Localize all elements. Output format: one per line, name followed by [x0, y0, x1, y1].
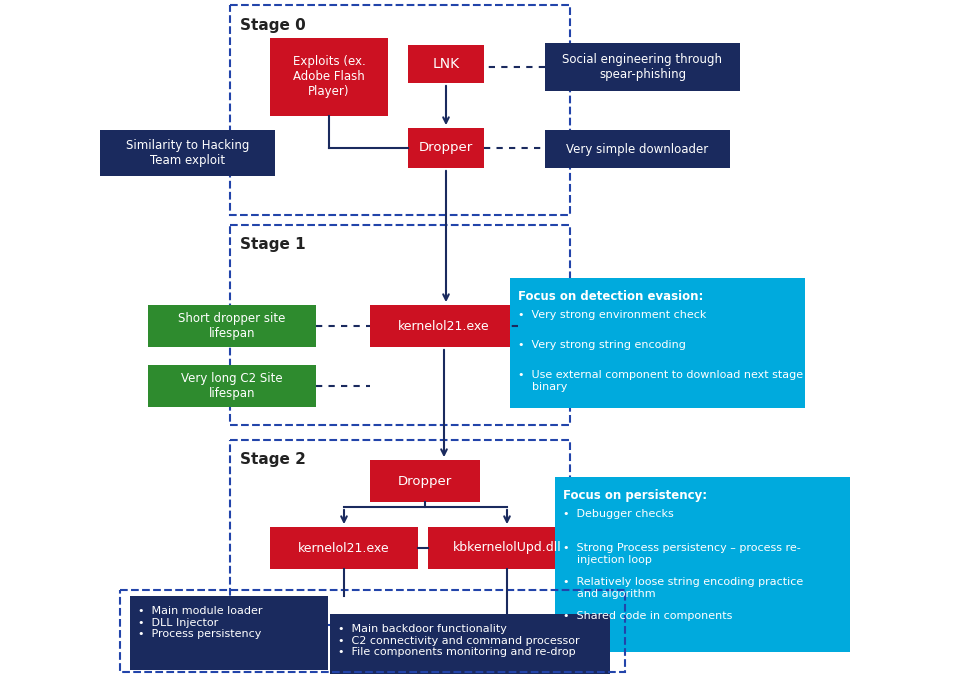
- Text: Stage 2: Stage 2: [240, 452, 306, 467]
- FancyBboxPatch shape: [270, 38, 388, 116]
- Text: Dropper: Dropper: [397, 475, 452, 488]
- Text: •  Very strong environment check: • Very strong environment check: [518, 310, 707, 320]
- Text: Very long C2 Site
lifespan: Very long C2 Site lifespan: [181, 372, 283, 400]
- FancyBboxPatch shape: [148, 305, 316, 347]
- FancyBboxPatch shape: [100, 130, 275, 176]
- Text: Focus on persistency:: Focus on persistency:: [563, 489, 708, 502]
- FancyBboxPatch shape: [510, 278, 805, 408]
- Text: kernelol21.exe: kernelol21.exe: [398, 320, 490, 333]
- Text: Very simple downloader: Very simple downloader: [566, 143, 708, 156]
- FancyBboxPatch shape: [330, 614, 610, 674]
- Text: Dropper: Dropper: [419, 141, 473, 154]
- Text: Focus on detection evasion:: Focus on detection evasion:: [518, 290, 704, 303]
- FancyBboxPatch shape: [408, 128, 484, 168]
- FancyBboxPatch shape: [428, 527, 586, 569]
- FancyBboxPatch shape: [555, 477, 850, 652]
- Text: •  Main module loader
•  DLL Injector
•  Process persistency: • Main module loader • DLL Injector • Pr…: [138, 606, 262, 639]
- FancyBboxPatch shape: [408, 45, 484, 83]
- Text: LNK: LNK: [432, 57, 460, 71]
- Text: Exploits (ex.
Adobe Flash
Player): Exploits (ex. Adobe Flash Player): [293, 56, 366, 99]
- Text: •  Use external component to download next stage
    binary: • Use external component to download nex…: [518, 370, 804, 392]
- FancyBboxPatch shape: [270, 527, 418, 569]
- FancyBboxPatch shape: [370, 460, 480, 502]
- Text: •  Relatively loose string encoding practice
    and algorithm: • Relatively loose string encoding pract…: [563, 577, 804, 598]
- FancyBboxPatch shape: [370, 305, 518, 347]
- FancyBboxPatch shape: [148, 365, 316, 407]
- Text: •  Main backdoor functionality
•  C2 connectivity and command processor
•  File : • Main backdoor functionality • C2 conne…: [338, 624, 580, 657]
- FancyBboxPatch shape: [545, 43, 740, 91]
- Text: Stage 0: Stage 0: [240, 18, 305, 33]
- Text: Similarity to Hacking
Team exploit: Similarity to Hacking Team exploit: [126, 139, 250, 167]
- Text: kbkernelolUpd.dll: kbkernelolUpd.dll: [452, 541, 562, 554]
- Text: •  Strong Process persistency – process re-
    injection loop: • Strong Process persistency – process r…: [563, 543, 801, 564]
- Text: •  Shared code in components: • Shared code in components: [563, 611, 732, 621]
- Text: Stage 1: Stage 1: [240, 237, 305, 252]
- Text: •  Very strong string encoding: • Very strong string encoding: [518, 340, 685, 350]
- Text: kernelol21.exe: kernelol21.exe: [299, 541, 390, 554]
- FancyBboxPatch shape: [130, 596, 328, 670]
- FancyBboxPatch shape: [545, 130, 730, 168]
- Text: Short dropper site
lifespan: Short dropper site lifespan: [179, 312, 286, 340]
- Text: •  Debugger checks: • Debugger checks: [563, 509, 674, 519]
- Text: Social engineering through
spear-phishing: Social engineering through spear-phishin…: [563, 53, 723, 81]
